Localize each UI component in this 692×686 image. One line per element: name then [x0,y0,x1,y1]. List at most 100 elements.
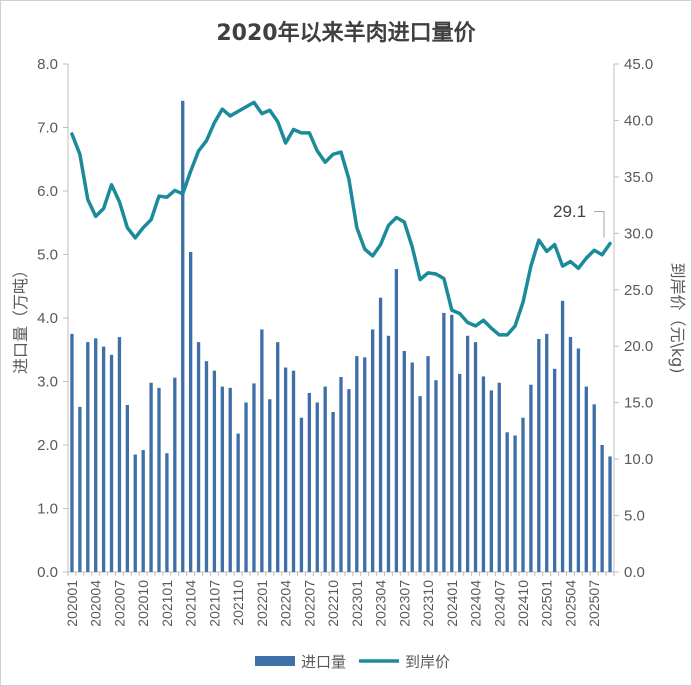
volume-bar [347,389,351,572]
right-tick-label: 25.0 [624,282,653,299]
legend-label-price: 到岸价 [405,653,450,671]
right-tick-label: 5.0 [624,508,645,525]
volume-bar [370,329,375,572]
volume-bar [78,406,82,572]
volume-bar [434,380,438,572]
volume-bar [299,417,304,572]
volume-bar [608,456,612,572]
volume-bar [600,445,604,572]
volume-bar [117,337,122,572]
volume-bar [157,387,161,572]
volume-bar [236,433,240,572]
volume-bar [181,100,185,572]
volume-bar [545,333,549,572]
volume-bar [442,312,446,572]
x-tick-label: 202210 [325,580,341,627]
volume-bar [165,453,169,572]
price-line [70,100,612,337]
last-value-annotation: 29.1 [553,202,605,238]
right-tick-label: 15.0 [624,395,653,412]
x-tick-label: 202504 [562,580,578,627]
right-tick-label: 45.0 [624,56,653,73]
volume-bar [260,329,264,572]
volume-bar [410,362,414,572]
volume-bar [592,404,596,572]
left-tick-label: 5.0 [37,247,58,264]
legend-swatch-volume [255,656,295,666]
left-tick-label: 2.0 [37,437,58,454]
annotation-leader-line [594,210,605,238]
x-tick-label: 202001 [64,580,80,627]
x-tick-label: 202201 [254,580,270,627]
right-tick-label: 30.0 [624,225,653,242]
volume-bar [173,377,177,572]
volume-bar [505,432,509,572]
volume-bar [378,297,383,572]
volume-bar [513,435,517,572]
x-tick-label: 202207 [301,580,317,627]
volume-bar [196,342,201,572]
legend: 进口量 到岸价 [255,653,450,671]
x-tick-label: 202004 [88,580,104,627]
x-axis-ticks: 202001 202004 202007 202010 202101 202104 2021… [64,572,615,627]
volume-bar [125,404,130,572]
left-tick-label: 8.0 [37,56,58,73]
volume-bar [244,402,248,572]
volume-bar [560,300,565,572]
x-tick-label: 202410 [515,580,531,627]
right-tick-label: 40.0 [624,112,653,129]
x-tick-label: 202507 [586,580,602,627]
volume-bar [402,351,406,572]
volume-bar [70,333,74,572]
volume-bar [529,384,533,572]
x-tick-label: 202310 [420,580,436,627]
volume-bar [228,387,232,572]
volume-bar [584,386,588,572]
left-tick-label: 4.0 [37,310,58,327]
volume-bar [276,342,280,572]
left-axis-ticks: 0.0 1.0 2.0 3.0 4.0 5.0 6.0 7.0 8.0 [37,56,68,581]
right-tick-label: 0.0 [624,564,645,581]
volume-bar [315,402,319,572]
volume-bar [141,450,145,572]
volume-bar [537,338,541,572]
volume-bar [331,411,335,572]
legend-label-volume: 进口量 [301,653,346,671]
volume-bar [268,399,272,572]
x-tick-label: 202404 [468,580,484,627]
x-tick-label: 202007 [111,580,127,627]
volume-bar [291,370,296,572]
left-axis-title: 进口量（万吨） [11,262,30,374]
volume-bar [252,383,256,572]
x-tick-label: 202104 [183,580,199,627]
volume-bar [94,338,98,572]
volume-bar [220,386,224,572]
x-tick-label: 202204 [278,580,294,627]
volume-bar [86,342,90,572]
x-tick-label: 202110 [230,580,246,626]
volume-bar [552,368,557,572]
volume-bar [323,386,327,572]
right-tick-label: 20.0 [624,338,653,355]
volume-bar [521,417,525,572]
annotation-label: 29.1 [553,202,586,221]
volume-bar [149,382,153,572]
volume-bar [489,390,494,572]
volume-bar [101,346,106,572]
right-axis-ticks: 0.0 5.0 10.0 15.0 20.0 25.0 30.0 35.0 40.0 45.0 [614,56,653,581]
volume-bar [426,356,430,572]
volume-bar [363,357,367,572]
volume-bar [386,335,391,572]
volume-bar [212,370,217,572]
x-tick-label: 202501 [539,580,555,627]
volume-bar [188,251,193,572]
volume-bar [418,396,422,572]
volume-bar [109,354,114,572]
import-volume-bars [70,100,612,572]
x-tick-label: 202301 [349,580,365,627]
right-tick-label: 10.0 [624,451,653,468]
volume-bar [481,376,486,572]
x-tick-label: 202401 [444,580,460,627]
chart-title: 2020年以来羊肉进口量价 [216,20,476,46]
